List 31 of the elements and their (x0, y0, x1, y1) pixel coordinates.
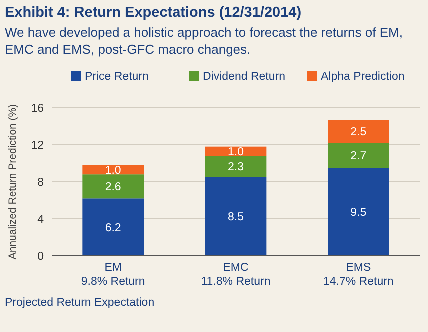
y-tick-label: 0 (38, 251, 44, 263)
y-tick-label: 8 (38, 177, 44, 189)
bar (328, 143, 390, 168)
y-tick-label: 12 (31, 140, 44, 152)
data-label: 6.2 (105, 222, 122, 234)
data-label: 8.5 (228, 212, 244, 224)
bar (82, 174, 144, 199)
bar (328, 168, 390, 256)
bar (205, 156, 267, 178)
y-tick-label: 4 (38, 214, 45, 226)
bar (328, 120, 390, 144)
text: Projected Return Expectation (5, 297, 155, 309)
data-label: 1.0 (105, 164, 122, 177)
data-label: 2.7 (350, 150, 367, 163)
data-label: 2.6 (105, 182, 122, 194)
data-label: 2.3 (228, 162, 244, 174)
x-tick-label: EM 9.8% Return (81, 262, 146, 288)
legend-label: Price Return (85, 71, 149, 83)
y-axis-title: Annualized Return Prediction (%) (7, 104, 19, 260)
chart-title: Exhibit 4: Return Expectations (12/31/2014) (5, 5, 302, 21)
y-tick-label: 16 (31, 103, 44, 115)
data-label: 9.5 (350, 207, 367, 220)
data-label: 1.0 (228, 146, 244, 158)
legend-label: Alpha Prediction (321, 71, 405, 83)
chart-subtitle: We have developed a holistic approach to forecast the returns of EM, EMC and EMS, post-GFC macro changes. (5, 25, 403, 57)
bar (205, 177, 267, 256)
data-label: 2.5 (350, 126, 367, 139)
x-tick-label: EMC 11.8% Return (201, 262, 271, 288)
x-tick-label: EMS 14.7% Return (324, 262, 394, 288)
bar (82, 198, 144, 256)
legend-label: Dividend Return (203, 71, 286, 83)
